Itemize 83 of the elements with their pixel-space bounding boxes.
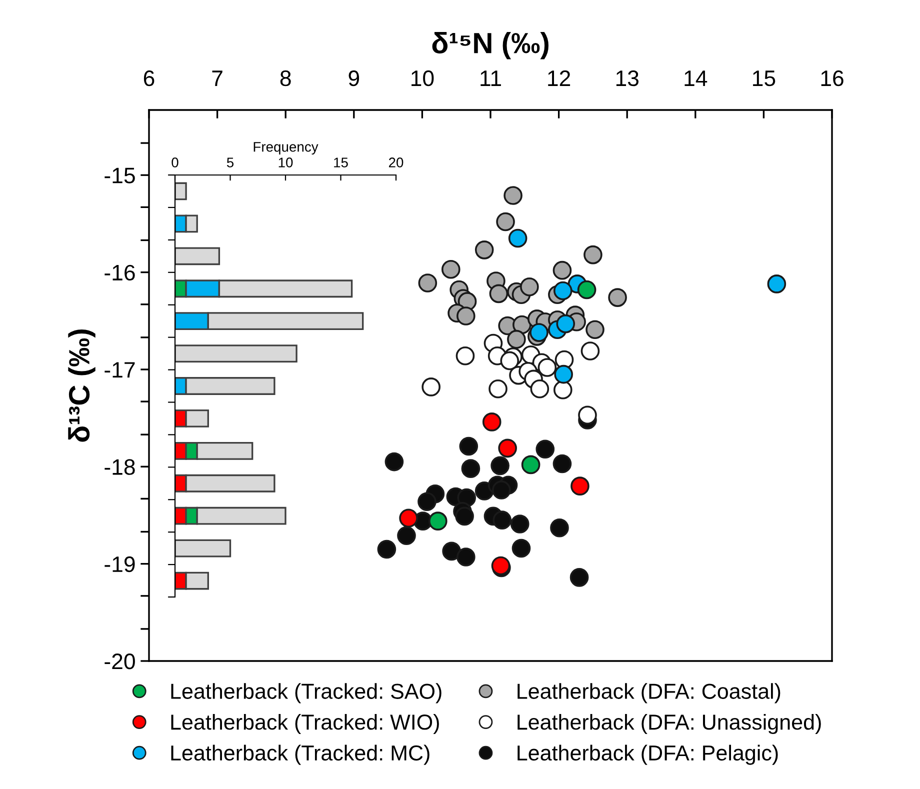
y-tick-label: -20 — [104, 654, 135, 670]
point — [459, 436, 478, 456]
point — [556, 314, 576, 334]
x-tick-label: 16 — [821, 70, 844, 86]
x-tick-label: 14 — [684, 70, 708, 86]
point — [536, 440, 555, 459]
point — [442, 542, 461, 561]
y-tick-label: -16 — [104, 264, 135, 281]
legend-label: Leatherback (DFA: Unassigned) — [518, 714, 821, 734]
point — [530, 323, 548, 342]
x-tick-label: 10 — [278, 158, 293, 168]
x-axis-title: δ¹⁵N (‰) — [432, 32, 548, 60]
point — [520, 277, 539, 296]
point — [441, 260, 460, 279]
point — [482, 412, 502, 432]
point — [377, 540, 396, 559]
point — [586, 320, 604, 340]
x-tick-label: 15 — [753, 70, 776, 86]
x-tick-label: 10 — [412, 70, 434, 86]
point — [553, 281, 572, 300]
x-tick-label: 8 — [280, 70, 291, 86]
x-tick-label: 5 — [226, 158, 234, 168]
x-tick-label: 9 — [348, 70, 360, 86]
legend-label: Leatherback (Tracked: MC) — [171, 744, 430, 765]
x-tick-label: 13 — [616, 70, 638, 86]
y-tick-label: -15 — [104, 168, 135, 184]
point — [456, 306, 476, 326]
point — [507, 330, 526, 349]
bar — [175, 539, 232, 558]
point — [530, 379, 550, 398]
x-tick-label: 12 — [548, 70, 570, 86]
legend-label: Leatherback (Tracked: WIO) — [171, 714, 439, 734]
legend-label: Leatherback (Tracked: SAO) — [171, 683, 442, 704]
bar — [175, 344, 298, 362]
point — [554, 364, 573, 384]
point — [510, 514, 530, 534]
point — [577, 280, 596, 300]
y-tick-label: -19 — [104, 556, 135, 572]
point — [418, 492, 436, 512]
point — [474, 240, 494, 260]
x-tick-label: 20 — [388, 158, 404, 168]
point — [767, 274, 786, 294]
point — [490, 456, 510, 476]
point — [496, 212, 515, 232]
x-tick-label: 11 — [480, 70, 501, 86]
point — [608, 288, 627, 307]
point — [399, 508, 418, 528]
legend-label: Leatherback (DFA: Pelagic) — [518, 744, 778, 765]
point — [384, 452, 404, 472]
x-tick-label: 7 — [212, 70, 222, 86]
point — [552, 454, 572, 474]
point — [584, 245, 602, 264]
point — [552, 260, 572, 280]
bar — [175, 182, 187, 200]
point — [570, 568, 589, 587]
point — [504, 186, 522, 205]
point — [397, 526, 416, 546]
point — [492, 510, 512, 530]
point — [455, 506, 474, 526]
y-tick-label: -18 — [104, 459, 135, 475]
point — [550, 518, 569, 538]
point — [500, 351, 520, 370]
x-tick-label: 15 — [334, 158, 348, 168]
point — [521, 455, 540, 474]
point — [456, 548, 476, 566]
x-tick-label: 6 — [144, 70, 154, 86]
y-axis-title: δ¹³C (‰) — [68, 330, 96, 442]
point — [461, 459, 480, 478]
point — [498, 438, 517, 458]
point — [418, 274, 438, 292]
x-tick-label: 0 — [172, 158, 178, 168]
point — [578, 406, 597, 425]
point — [538, 358, 557, 377]
point — [512, 538, 531, 558]
point — [508, 228, 528, 248]
x-axis-title: Frequency — [254, 142, 318, 155]
legend-label: Leatherback (DFA: Coastal) — [518, 683, 780, 704]
bar — [175, 247, 220, 266]
point — [489, 284, 508, 304]
y-tick-label: -17 — [104, 362, 135, 378]
point — [492, 480, 511, 500]
point — [428, 512, 448, 530]
point — [570, 476, 590, 496]
